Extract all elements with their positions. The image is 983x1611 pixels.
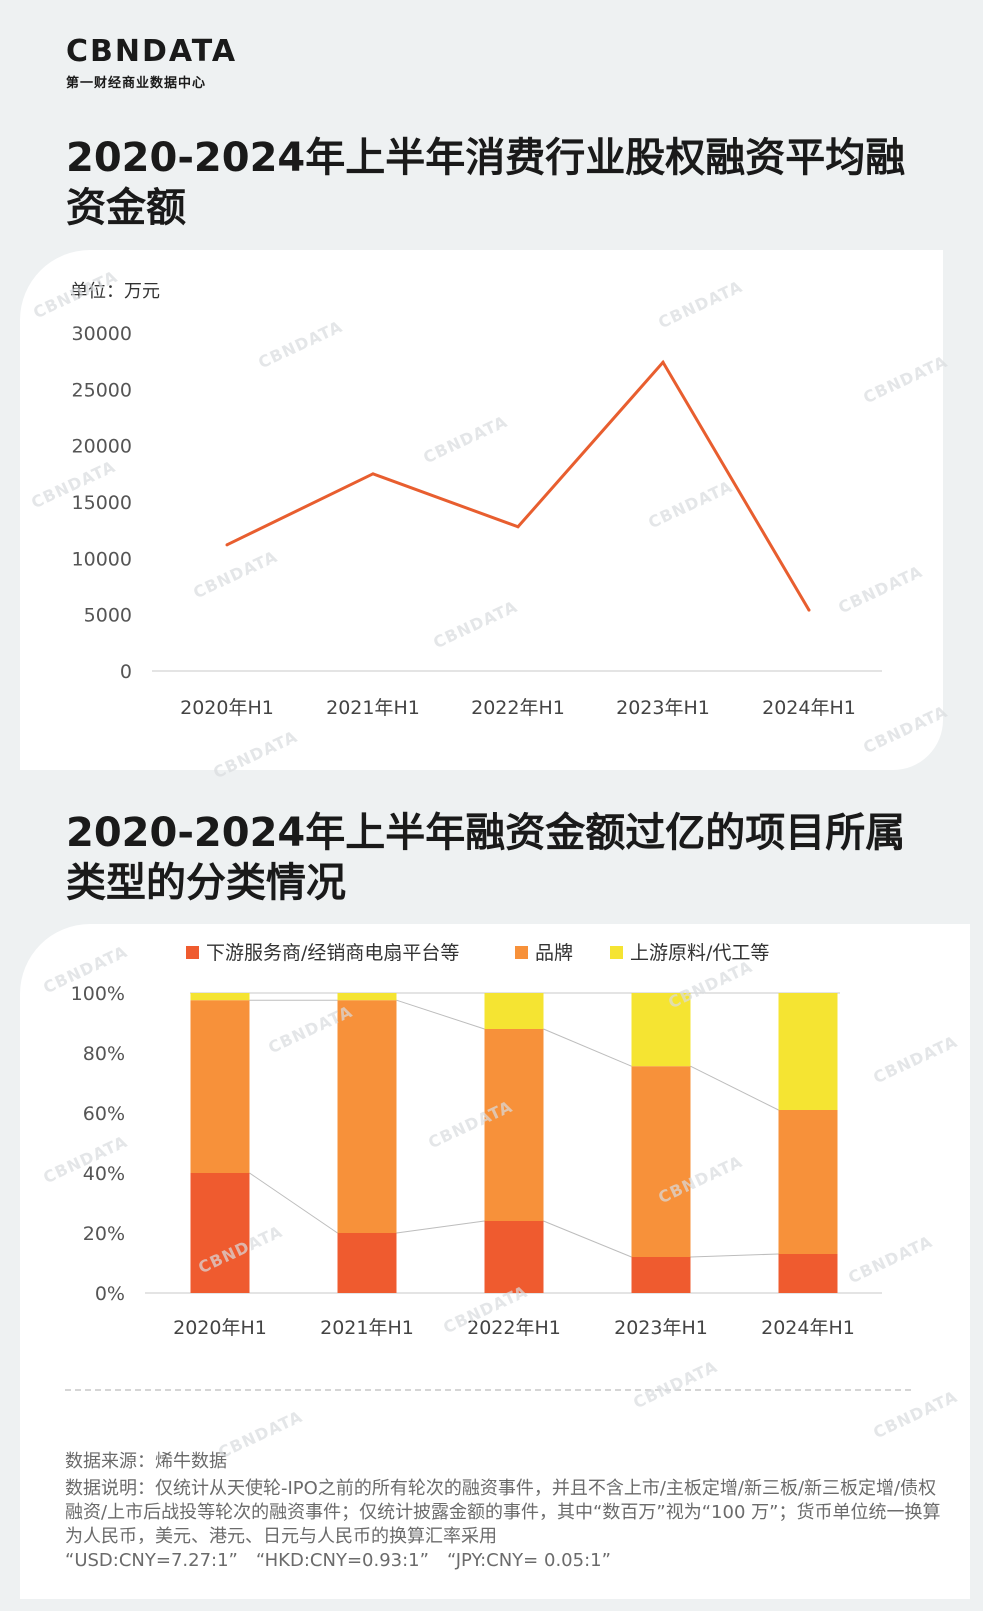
legend-label: 上游原料/代工等 [630,942,769,964]
series-connector-line [249,1172,338,1234]
y-tick-label: 0 [120,661,132,683]
y-tick-label: 60% [83,1103,125,1125]
x-tick-label: 2022年H1 [471,697,565,719]
y-tick-label: 15000 [72,492,132,514]
bar-segment [631,993,691,1067]
x-tick-label: 2020年H1 [180,697,274,719]
stacked-bar-chart: 下游服务商/经销商电扇平台等 品牌 上游原料/代工等 100% 80% 60% 40% 20%… [71,942,882,1339]
bar-segment [484,1221,544,1293]
line-chart-title: 2020-2024年上半年消费行业股权融资平均融资金额 [66,135,906,231]
logo-tagline: 第一财经商业数据中心 [66,76,207,91]
bar-chart-title: 2020-2024年上半年融资金额过亿的项目所属类型的分类情况 [66,810,906,906]
series-connector-line [543,1220,632,1258]
bar-segment [190,1173,250,1293]
y-tick-label: 40% [83,1163,125,1185]
data-source: 数据来源：烯牛数据 [65,1451,227,1472]
series-connector-line [396,1220,485,1234]
legend-swatch [515,946,528,959]
bar-segment [337,1233,397,1293]
bar-segment [190,1000,250,1173]
x-tick-label: 2022年H1 [467,1317,561,1339]
x-tick-label: 2024年H1 [761,1317,855,1339]
bar-segment [190,993,250,1001]
y-tick-label: 10000 [72,548,132,570]
bar-segment [631,1257,691,1293]
y-tick-label: 100% [71,983,125,1005]
legend-swatch [186,946,199,959]
logo: CBNDATA 第一财经商业数据中心 [66,34,238,92]
y-tick-label: 20000 [72,436,132,458]
y-tick-label: 5000 [84,605,132,627]
x-tick-label: 2021年H1 [326,697,420,719]
line-chart: 单位：万元 30000 25000 20000 15000 10000 5000 0 2020年… [70,281,882,719]
line-chart-card: 单位：万元 30000 25000 20000 15000 10000 5000 0 2020年… [20,250,943,770]
legend-label: 下游服务商/经销商电扇平台等 [206,942,459,964]
legend-swatch [610,946,623,959]
bar-segment [337,993,397,1001]
data-point [661,360,665,364]
bar-segment [631,1066,691,1257]
y-tick-label: 0% [95,1283,125,1305]
data-point [225,543,229,547]
data-point [516,525,520,529]
x-tick-label: 2024年H1 [762,697,856,719]
data-point [371,472,375,476]
x-tick-label: 2020年H1 [173,1317,267,1339]
series-connector-line [690,1253,779,1258]
series-connector-line [543,1028,632,1067]
y-tick-label: 30000 [72,323,132,345]
bar-segment [778,1254,838,1293]
bar-segment [778,993,838,1110]
series-connector-line [396,999,485,1030]
unit-label: 单位：万元 [70,281,160,302]
legend-label: 品牌 [535,942,573,964]
bar-segment [337,1000,397,1233]
series-connector-line [690,1065,779,1111]
bar-segment [484,993,544,1029]
y-tick-label: 80% [83,1043,125,1065]
x-tick-label: 2023年H1 [614,1317,708,1339]
y-tick-label: 25000 [72,379,132,401]
x-tick-label: 2023年H1 [616,697,710,719]
bar-segment [484,1029,544,1221]
bar-segment [778,1110,838,1254]
footer-divider [65,1389,911,1391]
data-point [807,608,811,612]
data-note: 数据说明：仅统计从天使轮-IPO之前的所有轮次的融资事件，并且不含上市/主板定增… [65,1478,941,1571]
y-tick-label: 20% [83,1223,125,1245]
logo-wordmark: CBNDATA [66,34,238,69]
x-tick-label: 2021年H1 [320,1317,414,1339]
bar-chart-card: 下游服务商/经销商电扇平台等 品牌 上游原料/代工等 100% 80% 60% 40% 20%… [20,924,970,1599]
